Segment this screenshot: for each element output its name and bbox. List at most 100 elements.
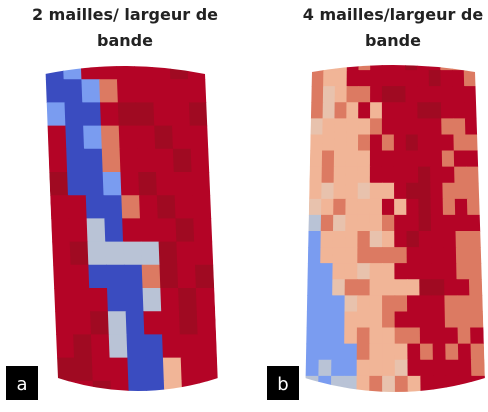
- mesh-cell: [369, 343, 383, 361]
- label-box: [6, 366, 38, 400]
- mesh-cell: [317, 391, 332, 392]
- mesh-cell: [393, 86, 407, 103]
- mesh-cell: [195, 288, 216, 312]
- mesh-cell: [416, 70, 430, 87]
- mesh-cell: [428, 65, 442, 71]
- mesh-cell: [463, 65, 477, 71]
- mesh-cell: [406, 166, 419, 184]
- mesh-cell: [334, 102, 348, 119]
- mesh-cell: [456, 279, 471, 296]
- mesh-cell: [171, 102, 191, 127]
- mesh-cell: [357, 198, 371, 216]
- mesh-cell: [467, 231, 482, 248]
- mesh-cell: [345, 150, 359, 168]
- mesh-cell: [163, 380, 184, 391]
- mesh-cell: [191, 172, 211, 196]
- mesh-cell: [139, 218, 160, 243]
- mesh-cell: [381, 134, 395, 152]
- mesh-cell: [442, 214, 457, 232]
- mesh-cell: [457, 343, 472, 361]
- mesh-cell: [406, 247, 420, 264]
- mesh-cell: [454, 182, 468, 200]
- mesh-cell: [394, 198, 408, 216]
- mesh-cell: [305, 375, 320, 392]
- mesh-cell: [470, 343, 485, 361]
- mesh-cell: [84, 172, 105, 196]
- mesh-cell: [470, 327, 484, 345]
- mesh-cell: [468, 247, 482, 264]
- mesh-cell: [323, 70, 336, 87]
- mesh-cell: [357, 134, 371, 152]
- mesh-cell: [356, 327, 371, 345]
- mesh-cell: [46, 102, 67, 127]
- mesh-cell: [197, 334, 217, 359]
- mesh-cell: [307, 263, 321, 280]
- mesh-cell: [419, 311, 434, 329]
- mesh-cell: [321, 182, 335, 200]
- mesh-cell: [394, 375, 409, 392]
- mesh-cell: [429, 150, 443, 168]
- mesh-cell: [432, 359, 447, 377]
- mesh-cell: [405, 65, 418, 71]
- mesh-cell: [432, 311, 446, 329]
- mesh-cell: [323, 65, 336, 71]
- mesh-cell: [455, 231, 469, 248]
- mesh-cell: [173, 172, 194, 196]
- mesh-cell: [120, 172, 140, 196]
- mesh-cell: [470, 359, 485, 377]
- mesh-cell: [382, 343, 396, 361]
- mesh-cell: [406, 198, 420, 216]
- mesh-cell: [133, 66, 154, 80]
- mesh-cell: [318, 375, 332, 392]
- mesh-cell: [175, 218, 195, 243]
- mesh-cell: [319, 279, 334, 296]
- mesh-cell: [381, 198, 395, 216]
- mesh-cell: [344, 247, 359, 264]
- mesh-cell: [417, 102, 431, 119]
- mesh-cell: [382, 279, 396, 296]
- mesh-cell: [417, 118, 431, 136]
- mesh-cell: [90, 311, 110, 335]
- mesh-cell: [382, 247, 396, 264]
- mesh-cell: [465, 150, 479, 168]
- mesh-cell: [346, 86, 360, 103]
- mesh-cell: [418, 214, 432, 232]
- mesh-cell: [333, 182, 347, 200]
- mesh-cell: [146, 380, 166, 391]
- mesh-cell: [469, 311, 484, 329]
- mesh-cell: [86, 218, 106, 243]
- mesh-cell: [471, 391, 485, 392]
- mesh-cell: [430, 214, 444, 232]
- mesh-cell: [405, 102, 419, 119]
- panel-label: a: [16, 374, 27, 395]
- mesh-cell: [393, 118, 407, 136]
- mesh-cell: [369, 214, 383, 232]
- mesh-cell: [122, 218, 142, 243]
- mesh-cell: [91, 357, 112, 382]
- mesh-cell: [319, 311, 333, 329]
- mesh-cell: [344, 311, 358, 329]
- mesh-cell: [407, 327, 421, 345]
- mesh-cell: [67, 195, 88, 219]
- mesh-cell: [332, 279, 346, 296]
- mesh-cell: [381, 182, 395, 200]
- mesh-cell: [468, 263, 483, 280]
- mesh-cell: [176, 241, 196, 266]
- mesh-cell: [178, 288, 198, 312]
- mesh-cell: [432, 343, 447, 361]
- mesh-cell: [90, 334, 111, 359]
- mesh-cell: [406, 214, 420, 232]
- mesh-cell: [445, 343, 459, 361]
- mesh-cell: [381, 118, 395, 136]
- mesh-cell: [334, 134, 347, 152]
- mesh-cell: [357, 279, 371, 296]
- mesh-cell: [187, 66, 207, 80]
- mesh-cell: [119, 148, 139, 173]
- mesh-cell: [128, 380, 148, 391]
- mesh-cell: [346, 118, 359, 136]
- mesh-cell: [405, 118, 419, 136]
- mesh-cell: [81, 79, 101, 103]
- mesh-cell: [156, 172, 176, 196]
- mesh-cell: [101, 148, 122, 173]
- mesh-cell: [441, 150, 455, 168]
